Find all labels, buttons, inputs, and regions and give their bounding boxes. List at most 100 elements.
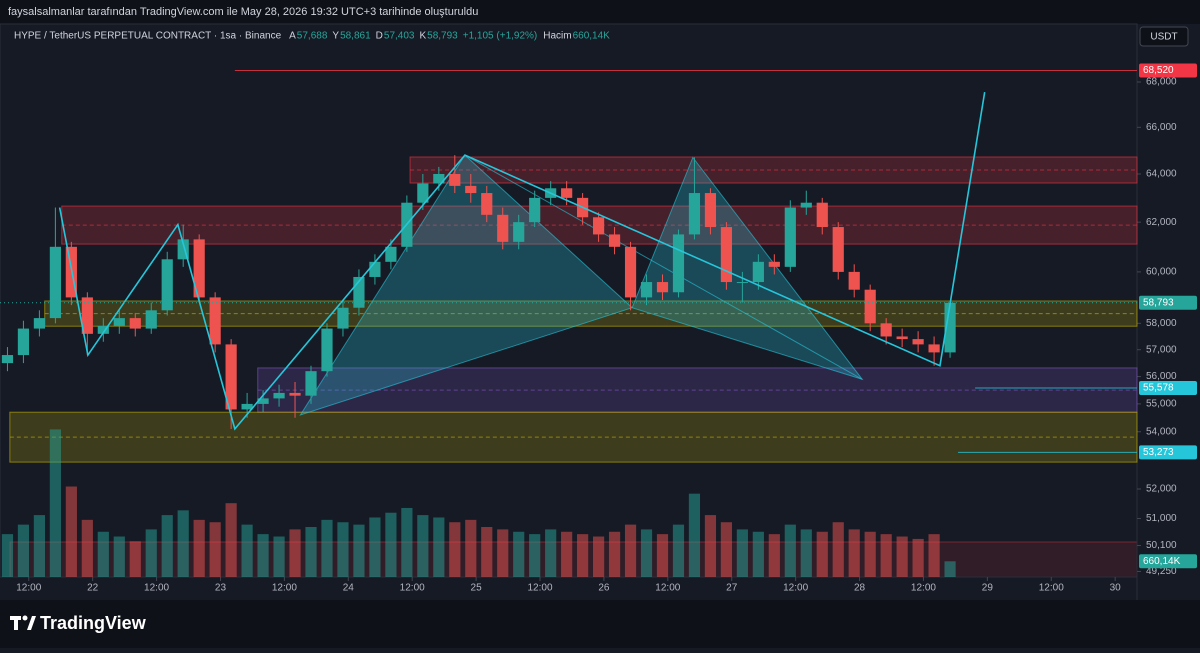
y-tick-label: 62,000	[1146, 217, 1177, 228]
y-tick-label: 64,000	[1146, 169, 1177, 180]
candle-body	[193, 239, 205, 298]
candle-body	[225, 344, 237, 410]
pattern-line	[464, 154, 863, 380]
legend-value: 58,793	[427, 31, 458, 42]
candle-body	[497, 214, 509, 242]
volume-bar	[433, 517, 445, 577]
x-tick-label: 12:00	[783, 583, 808, 594]
y-tick-label: 66,000	[1146, 122, 1177, 133]
candle-body	[33, 318, 46, 329]
volume-bar	[832, 522, 844, 577]
volume-bar	[529, 534, 541, 577]
volume-bar	[688, 493, 701, 577]
volume-bar	[640, 529, 653, 577]
legend-value: 58,861	[340, 31, 371, 42]
candle-body	[880, 323, 892, 337]
x-tick-label: 23	[215, 583, 227, 594]
volume-bar	[321, 519, 333, 577]
candle-body	[49, 246, 61, 319]
volume-bar	[736, 529, 748, 577]
y-tick-label: 51,000	[1146, 513, 1177, 524]
y-tick-label: 68,000	[1146, 77, 1177, 88]
candle-body	[800, 202, 812, 208]
legend-value: 660,14K	[573, 31, 611, 42]
candle-body	[608, 234, 621, 247]
candle-body	[145, 310, 157, 329]
plot-area	[0, 23, 1138, 578]
candle-body	[688, 193, 701, 235]
price-label: 53,273	[1143, 447, 1174, 458]
candle-body	[768, 261, 780, 267]
candle-body	[449, 173, 461, 186]
y-tick-label: 54,000	[1146, 426, 1177, 437]
volume-bar	[129, 541, 141, 577]
y-tick-label: 52,000	[1146, 484, 1177, 495]
volume-bar	[656, 534, 669, 577]
x-tick-label: 25	[471, 583, 483, 594]
volume-bar	[704, 515, 717, 577]
volume-bar	[561, 531, 573, 577]
volume-bar	[369, 517, 381, 577]
candle-body	[209, 297, 221, 345]
volume-bar	[225, 503, 237, 577]
legend-symbol: HYPE / TetherUS PERPETUAL CONTRACT · 1sa…	[14, 31, 282, 42]
zigzag-line	[58, 91, 986, 431]
candle-body	[17, 328, 30, 356]
candle-body	[433, 173, 445, 184]
candle-body	[624, 246, 637, 298]
x-tick-label: 12:00	[655, 583, 680, 594]
price-label: 58,793	[1143, 297, 1174, 308]
x-tick-label: 12:00	[144, 583, 169, 594]
price-label-bg	[1139, 381, 1197, 396]
candle-body	[177, 239, 189, 260]
currency-box	[1139, 26, 1189, 47]
candle-body	[417, 183, 429, 203]
legend-key: Hacim	[543, 31, 571, 42]
price-label-bg	[1139, 295, 1197, 310]
candle-body	[305, 371, 317, 396]
volume-bar	[768, 534, 780, 577]
volume-bar	[353, 524, 365, 577]
volume-bar	[944, 561, 956, 577]
volume-bar	[1, 534, 14, 577]
volume-bar	[672, 524, 685, 577]
candle-body	[513, 222, 525, 242]
volume-bar	[33, 515, 46, 577]
volume-bar	[912, 538, 924, 577]
x-tick-label: 12:00	[16, 583, 41, 594]
volume-bar	[592, 536, 605, 577]
candle-body	[944, 302, 956, 353]
price-label-bg	[1139, 445, 1197, 460]
candle-body	[928, 344, 940, 353]
volume-bar	[449, 522, 461, 577]
volume-bar	[784, 524, 796, 577]
volume-bar	[273, 536, 285, 577]
legend-key: Y	[332, 31, 339, 42]
candle-body	[481, 193, 493, 215]
x-tick-label: 30	[1110, 583, 1122, 594]
candle-body	[1, 355, 14, 364]
price-label: 55,578	[1143, 383, 1174, 394]
y-tick-label: 50,100	[1146, 540, 1177, 551]
y-tick-label: 55,000	[1146, 399, 1177, 410]
volume-bar	[49, 429, 61, 577]
candle-body	[784, 207, 796, 267]
volume-bar	[928, 534, 940, 577]
volume-bar	[305, 527, 317, 577]
candle-body	[720, 227, 732, 283]
x-tick-label: 12:00	[527, 583, 552, 594]
candle-body	[704, 193, 717, 228]
volume-bar	[880, 534, 892, 577]
header-bar	[0, 0, 1200, 24]
x-tick-label: 24	[343, 583, 355, 594]
candle-body	[369, 261, 381, 277]
y-tick-label: 49,250	[1146, 566, 1177, 577]
volume-bar	[17, 524, 30, 577]
legend-key: D	[376, 31, 383, 42]
candle-body	[736, 282, 748, 284]
candle-body	[97, 325, 109, 334]
volume-bar	[624, 524, 637, 577]
volume-bar	[896, 536, 908, 577]
candle-body	[912, 339, 924, 345]
